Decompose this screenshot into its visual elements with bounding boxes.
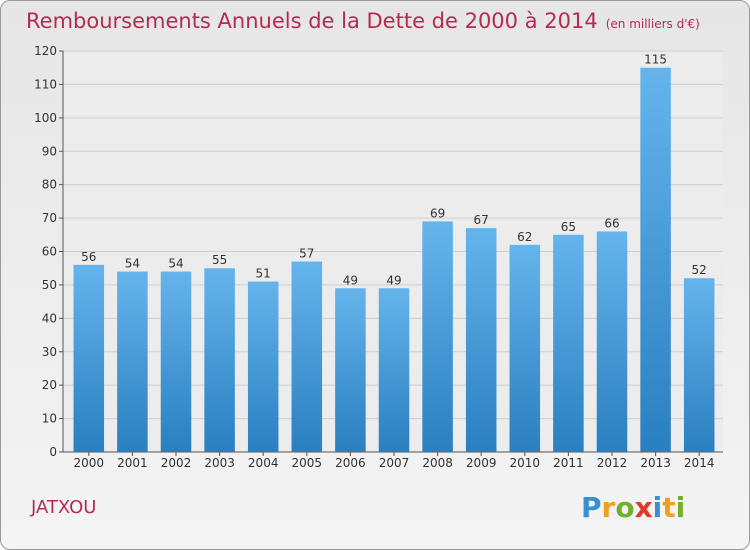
data-label: 56 [81, 250, 96, 264]
y-tick-label: 10 [42, 412, 57, 426]
x-tick-label: 2013 [640, 456, 671, 470]
logo-letter: r [601, 491, 616, 524]
bar [509, 244, 541, 452]
data-label: 51 [256, 267, 271, 281]
y-tick-label: 40 [42, 311, 57, 325]
bar [378, 288, 410, 452]
y-tick-label: 110 [34, 77, 57, 91]
bar [683, 278, 715, 452]
x-tick-label: 2009 [466, 456, 497, 470]
data-label: 62 [517, 230, 532, 244]
place-name: JATXOU [31, 497, 97, 518]
chart-title: Remboursements Annuels de la Dette de 20… [26, 9, 700, 33]
data-label: 67 [474, 213, 489, 227]
x-tick-label: 2000 [74, 456, 105, 470]
logo-letter: x [634, 491, 653, 524]
data-label: 55 [212, 253, 227, 267]
logo-letter: i [675, 491, 686, 524]
x-tick-label: 2002 [161, 456, 192, 470]
y-tick-label: 70 [42, 211, 57, 225]
bar [553, 234, 584, 452]
bar [73, 264, 105, 452]
bar [422, 221, 453, 452]
y-tick-label: 60 [42, 245, 57, 259]
x-tick-label: 2006 [335, 456, 366, 470]
data-label: 57 [299, 247, 314, 261]
x-tick-label: 2007 [379, 456, 410, 470]
x-tick-label: 2008 [422, 456, 453, 470]
logo-letter: t [662, 491, 676, 524]
x-tick-label: 2010 [510, 456, 541, 470]
proxiti-logo: Proxiti [581, 491, 685, 524]
y-tick-label: 50 [42, 278, 57, 292]
chart-unit: (en milliers d'€) [605, 17, 700, 31]
chart-title-text: Remboursements Annuels de la Dette de 20… [26, 9, 598, 33]
bar [640, 67, 671, 452]
bar [204, 268, 235, 452]
y-tick-label: 100 [34, 111, 57, 125]
bar [117, 271, 148, 452]
x-tick-label: 2005 [292, 456, 323, 470]
data-label: 115 [644, 53, 667, 67]
y-tick-label: 0 [49, 445, 57, 459]
logo-letter: o [615, 491, 635, 524]
data-label: 54 [125, 257, 140, 271]
logo-letter: i [652, 491, 663, 524]
x-tick-label: 2004 [248, 456, 279, 470]
x-tick-label: 2003 [204, 456, 235, 470]
data-label: 49 [343, 273, 358, 287]
x-tick-label: 2011 [553, 456, 584, 470]
bar [596, 231, 628, 452]
y-tick-label: 20 [42, 378, 57, 392]
y-tick-label: 90 [42, 144, 57, 158]
bar [160, 271, 192, 452]
x-tick-label: 2012 [597, 456, 628, 470]
bar [465, 228, 497, 452]
data-label: 52 [692, 263, 707, 277]
x-tick-label: 2001 [117, 456, 148, 470]
logo-letter: P [581, 491, 602, 524]
x-tick-label: 2014 [684, 456, 715, 470]
data-label: 69 [430, 206, 445, 220]
data-label: 54 [168, 257, 183, 271]
bar [291, 261, 323, 452]
data-label: 66 [604, 216, 619, 230]
y-tick-label: 30 [42, 345, 57, 359]
data-label: 65 [561, 220, 576, 234]
bar [247, 281, 279, 452]
y-tick-label: 120 [34, 44, 57, 58]
y-tick-label: 80 [42, 178, 57, 192]
bar [335, 288, 366, 452]
data-label: 49 [386, 273, 401, 287]
